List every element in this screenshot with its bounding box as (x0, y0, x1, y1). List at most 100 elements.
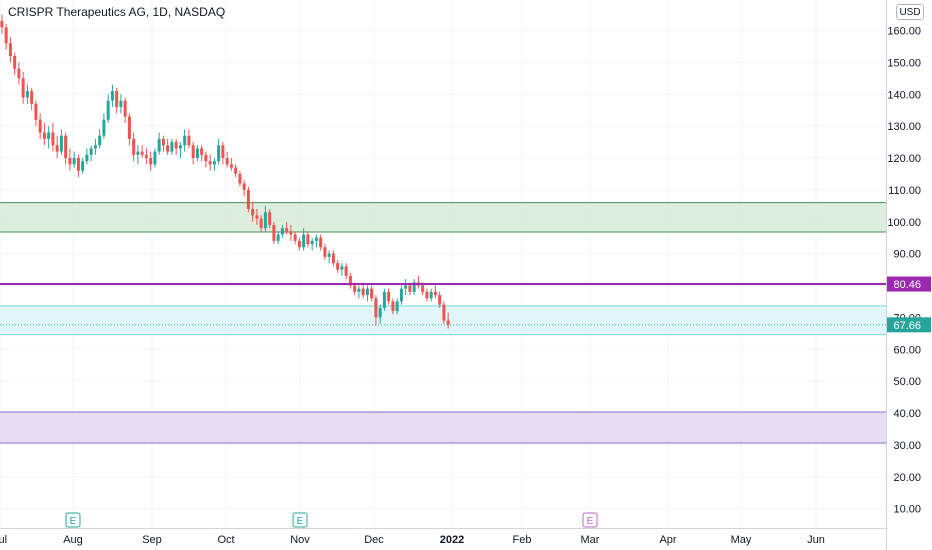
time-axis[interactable]: Jul Aug Sep Oct Nov Dec 2022 Feb Mar Apr May Jun (0, 528, 886, 547)
candle-body (319, 237, 323, 248)
candle-body (323, 247, 327, 257)
y-tick-label: 110.00 (888, 185, 921, 197)
candle-body (72, 158, 76, 165)
candle (238, 170, 242, 187)
candle (429, 288, 433, 302)
candle (365, 285, 369, 302)
candle-body (0, 20, 4, 28)
candle (302, 228, 306, 251)
candle (38, 113, 42, 139)
price-zone (0, 202, 886, 232)
candle (93, 138, 97, 155)
candle (140, 145, 144, 158)
candle-body (408, 285, 412, 292)
candle (21, 71, 25, 104)
candle (81, 158, 85, 174)
price-zones (0, 202, 886, 444)
candle (85, 148, 89, 165)
candle-body (280, 228, 284, 235)
candle-body (289, 231, 293, 235)
candle-body (225, 158, 229, 165)
candle (119, 94, 123, 114)
earnings-marker[interactable]: E (582, 512, 598, 528)
currency-button[interactable]: USD (896, 4, 924, 20)
last-price-label: 67.66 (893, 320, 921, 332)
candle (395, 298, 399, 315)
candle-body (157, 138, 161, 152)
earnings-marker-label: E (70, 516, 77, 527)
candle (331, 250, 335, 267)
candle (323, 244, 327, 260)
candle-body (285, 228, 289, 232)
candle-body (85, 154, 89, 162)
candle (183, 129, 187, 152)
candle (187, 129, 191, 149)
candle (259, 215, 263, 232)
candle-body (348, 275, 352, 286)
earnings-marker-box[interactable] (582, 512, 598, 528)
candle-body (30, 91, 34, 104)
candle (68, 148, 72, 171)
x-tick-label: Dec (364, 534, 384, 546)
candle-body (357, 288, 361, 292)
y-tick-label: 120.00 (887, 153, 921, 165)
candle (310, 237, 314, 251)
price-axis[interactable]: 10.0020.0030.0040.0050.0060.0070.0080.00… (886, 0, 922, 550)
candle (293, 231, 297, 245)
candle-body (98, 135, 102, 146)
grid (0, 0, 886, 528)
candle-body (149, 158, 153, 165)
candle-body (442, 304, 446, 321)
candle (200, 145, 204, 162)
resistance-price-label: 80.46 (893, 279, 921, 291)
candle (149, 151, 153, 171)
candle (34, 100, 38, 127)
candle (208, 154, 212, 171)
candle-body (25, 91, 29, 98)
candle-body (268, 212, 272, 225)
resistance-price-label-bg (887, 276, 931, 292)
candle-body (246, 189, 250, 209)
earnings-marker-label: E (297, 516, 304, 527)
candle-body (106, 100, 110, 120)
chart-title: CRISPR Therapeutics AG, 1D, NASDAQ (8, 5, 226, 19)
earnings-marker-box[interactable] (65, 512, 81, 528)
candle-body (238, 173, 242, 184)
earnings-marker[interactable]: E (65, 512, 81, 528)
x-tick-label: Oct (217, 534, 234, 546)
x-tick-label: Sep (142, 534, 162, 546)
candle-body (204, 154, 208, 162)
candle (442, 301, 446, 324)
candle-body (166, 145, 170, 152)
candle-body (395, 301, 399, 311)
candle (446, 312, 450, 329)
x-tick-label: Mar (581, 534, 600, 546)
candle (153, 148, 157, 168)
x-tick-label: Aug (63, 534, 83, 546)
x-tick-label: May (731, 534, 752, 546)
candle (276, 231, 280, 245)
candle-body (81, 161, 85, 171)
candle-body (140, 151, 144, 155)
candle-body (76, 158, 80, 171)
candle-body (336, 263, 340, 270)
candle (72, 151, 76, 168)
x-tick-label: 2022 (440, 534, 464, 546)
candle-body (183, 135, 187, 146)
candle (378, 304, 382, 324)
candle (348, 272, 352, 289)
y-tick-label: 60.00 (893, 344, 921, 356)
candle (306, 231, 310, 248)
candle (391, 298, 395, 315)
price-lines (0, 283, 886, 326)
earnings-marker[interactable]: E (292, 512, 308, 528)
candle (98, 129, 102, 149)
earnings-marker-box[interactable] (292, 512, 308, 528)
candle (225, 151, 229, 168)
y-tick-label: 90.00 (893, 249, 921, 261)
candle-body (374, 298, 378, 318)
candle-body (344, 266, 348, 276)
candle (314, 234, 318, 248)
